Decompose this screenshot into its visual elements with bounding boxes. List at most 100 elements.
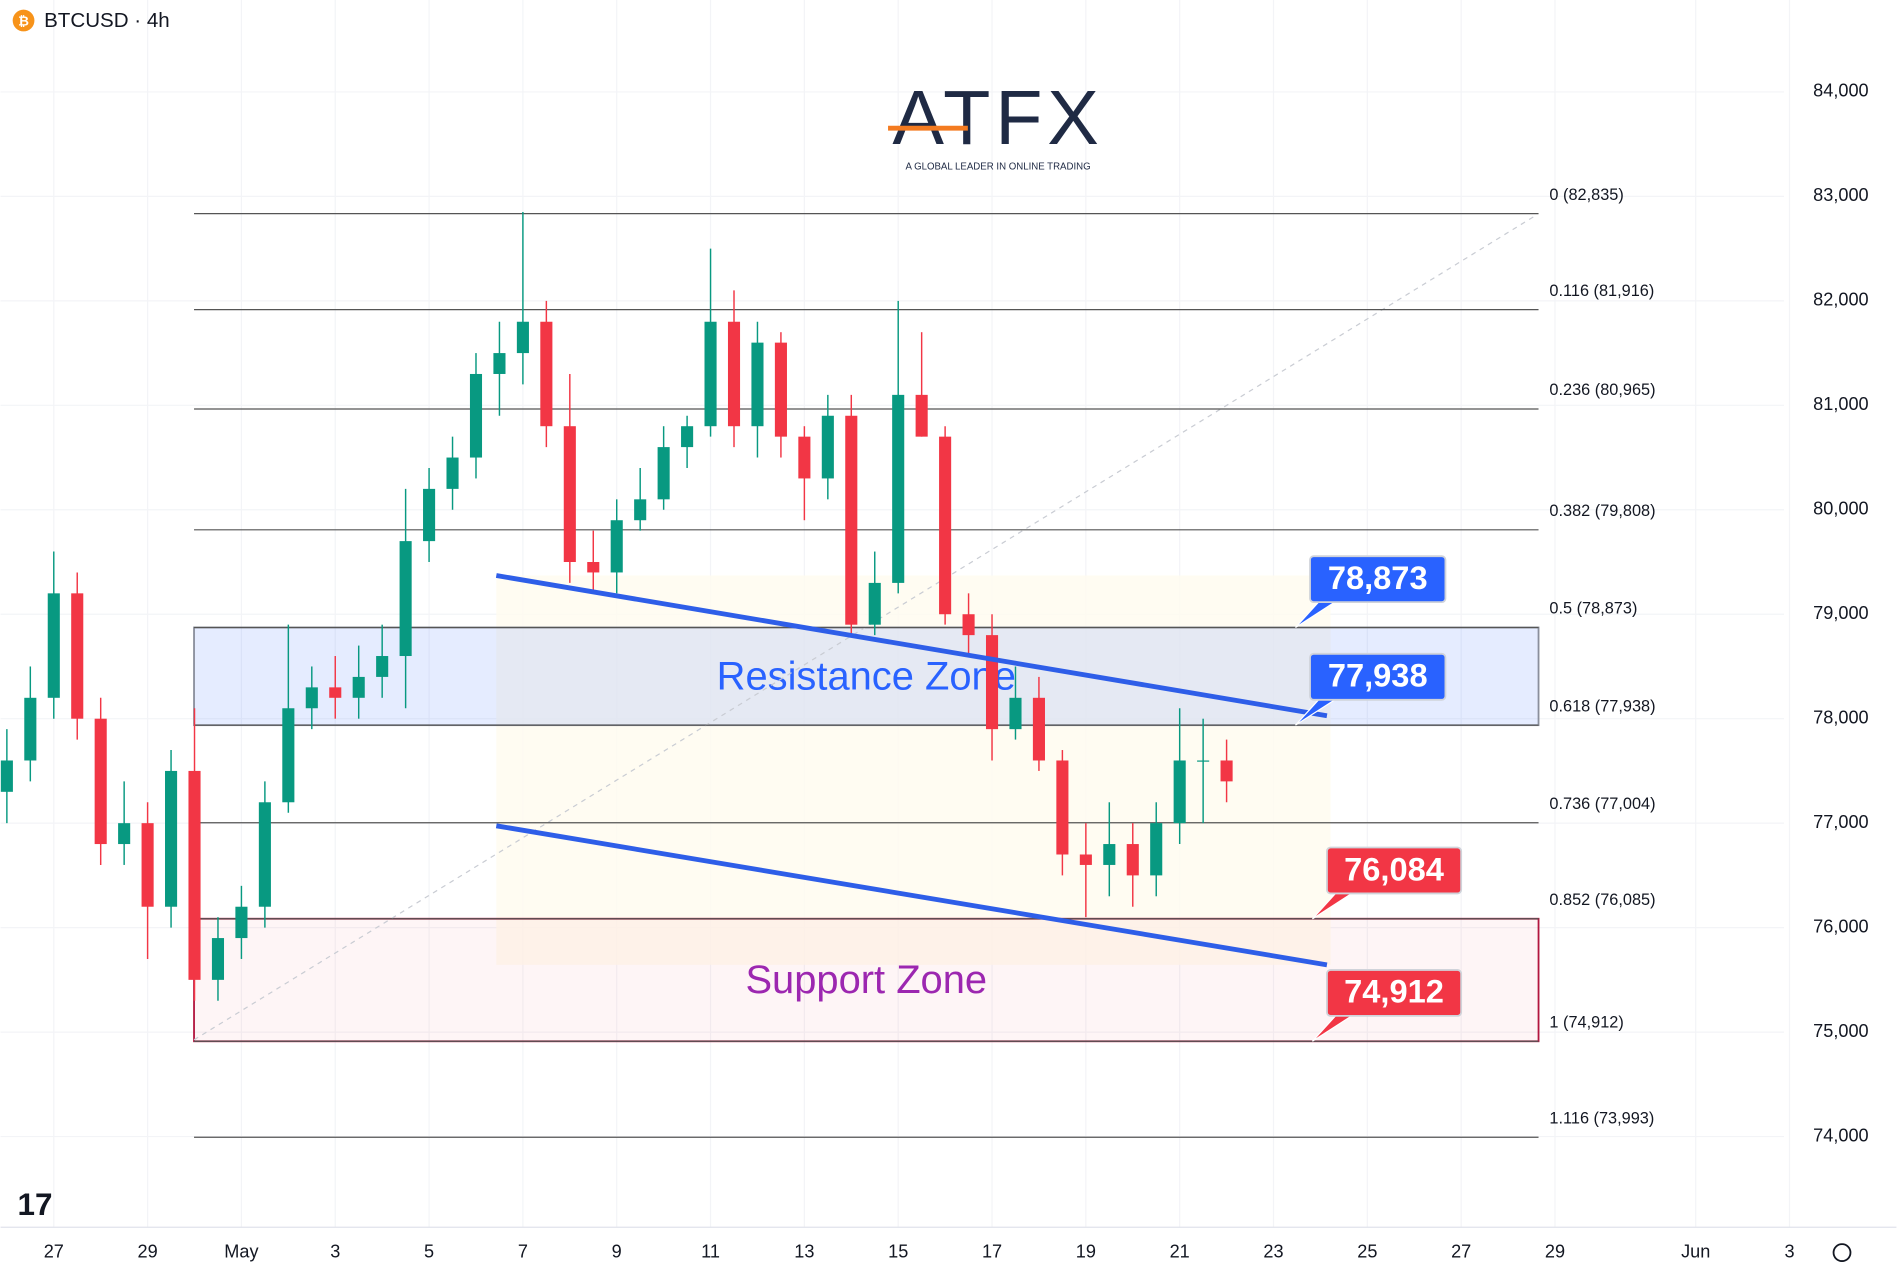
candle-body	[634, 499, 647, 521]
candle-body	[657, 447, 670, 500]
trendline	[495, 573, 1328, 719]
candle-body	[1009, 697, 1022, 730]
y-tick-label: 81,000	[1813, 394, 1868, 414]
fib-label: 0.5 (78,873)	[1549, 600, 1637, 618]
fib-label: 0.736 (77,004)	[1549, 795, 1655, 813]
tv-logo: 17	[18, 1187, 53, 1222]
candle-body	[1032, 697, 1045, 761]
fib-label: 0.852 (76,085)	[1549, 891, 1655, 909]
candle-body	[446, 457, 459, 489]
candle-body	[681, 426, 694, 448]
x-tick-label: Jun	[1681, 1241, 1710, 1261]
price-tag-label: 76,084	[1344, 850, 1444, 887]
tag-pointer	[1295, 600, 1337, 629]
x-tick-label: 21	[1170, 1241, 1190, 1261]
fib-label: 0 (82,835)	[1549, 186, 1623, 204]
fib-label: 1 (74,912)	[1549, 1013, 1623, 1031]
y-tick-label: 78,000	[1813, 707, 1868, 727]
y-tick-label: 76,000	[1813, 916, 1868, 936]
candle-body	[704, 321, 717, 427]
x-tick-label: 29	[138, 1241, 158, 1261]
candle-body	[939, 436, 952, 615]
candle-body	[516, 321, 529, 354]
x-tick-label: May	[224, 1241, 259, 1261]
tag-pointer	[1311, 1014, 1354, 1042]
btc-icon	[12, 9, 35, 32]
y-tick-label: 77,000	[1813, 812, 1868, 832]
fib-label: 0.382 (79,808)	[1549, 502, 1655, 520]
x-tick-label: 9	[612, 1241, 622, 1261]
candle-body	[141, 823, 154, 907]
candle-body	[47, 593, 60, 698]
tag-pointer	[1311, 891, 1354, 920]
x-tick-label: 11	[701, 1241, 720, 1261]
candle-body	[774, 342, 787, 437]
x-tick-label: 13	[794, 1241, 814, 1261]
candle-body	[94, 718, 107, 845]
support-zone	[193, 917, 1540, 1043]
y-tick-label: 84,000	[1813, 81, 1868, 101]
settings-icon[interactable]	[1832, 1243, 1852, 1262]
trendline	[495, 823, 1328, 968]
y-tick-label: 75,000	[1813, 1021, 1868, 1041]
candle-body	[118, 823, 131, 845]
candle-body	[165, 770, 178, 907]
candle-body	[798, 436, 811, 479]
candle-body	[188, 770, 201, 980]
candle-body	[540, 321, 553, 427]
candle-body	[1220, 760, 1233, 782]
candle-body	[1103, 844, 1116, 865]
candle-body	[211, 938, 225, 980]
x-tick-label: 15	[888, 1241, 908, 1261]
x-tick-label: 3	[1784, 1241, 1794, 1261]
logo-tagline: A GLOBAL LEADER IN ONLINE TRADING	[906, 161, 1091, 172]
x-tick-label: 3	[330, 1241, 340, 1261]
x-tick-label: 5	[424, 1241, 434, 1261]
btc-symbol: ₿	[18, 13, 29, 28]
candle-body	[751, 342, 764, 427]
price-tag	[1309, 555, 1447, 604]
chart-title: BTCUSD · 4h	[44, 9, 170, 32]
zone-label: Resistance Zone	[717, 654, 1016, 698]
candle-body	[915, 394, 928, 437]
fib-label: 1.116 (73,993)	[1549, 1109, 1654, 1127]
candle-body	[399, 541, 412, 657]
y-tick-label: 83,000	[1813, 185, 1868, 205]
fib-label: 0.236 (80,965)	[1549, 381, 1655, 399]
candle-body	[868, 582, 881, 625]
candle-body	[329, 687, 342, 698]
y-tick-label: 79,000	[1813, 603, 1868, 623]
candle-body	[0, 760, 13, 792]
logo: ATFX	[892, 75, 1103, 161]
candle-body	[1126, 844, 1139, 876]
x-tick-label: 25	[1357, 1241, 1377, 1261]
fib-label: 0.116 (81,916)	[1549, 282, 1654, 300]
price-tag	[1326, 969, 1463, 1017]
price-tag	[1309, 652, 1447, 701]
candle-body	[1197, 760, 1210, 762]
candle-body	[1173, 760, 1186, 824]
candle-body	[821, 415, 834, 479]
candle-body	[71, 593, 84, 719]
candle-body	[563, 426, 576, 563]
x-tick-label: 7	[518, 1241, 528, 1261]
x-tick-label: 17	[982, 1241, 1002, 1261]
candle-body	[305, 687, 318, 709]
candle-body	[587, 562, 600, 573]
candle-body	[423, 488, 436, 542]
candle-body	[1150, 823, 1163, 876]
candle-body	[235, 906, 248, 939]
candle-body	[258, 802, 271, 907]
fib-label: 0.618 (77,938)	[1549, 697, 1655, 715]
candle-body	[610, 520, 623, 573]
tag-pointer	[1295, 698, 1337, 726]
x-tick-label: 19	[1076, 1241, 1096, 1261]
price-tag-label: 77,938	[1328, 657, 1428, 694]
candle-body	[985, 635, 999, 730]
plot: Resistance Zone Support Zone 0 (82,835) 0.1…	[0, 186, 1656, 1138]
candle-body	[1079, 854, 1092, 865]
candle-body	[469, 373, 483, 458]
x-tick-label: 23	[1263, 1241, 1283, 1261]
